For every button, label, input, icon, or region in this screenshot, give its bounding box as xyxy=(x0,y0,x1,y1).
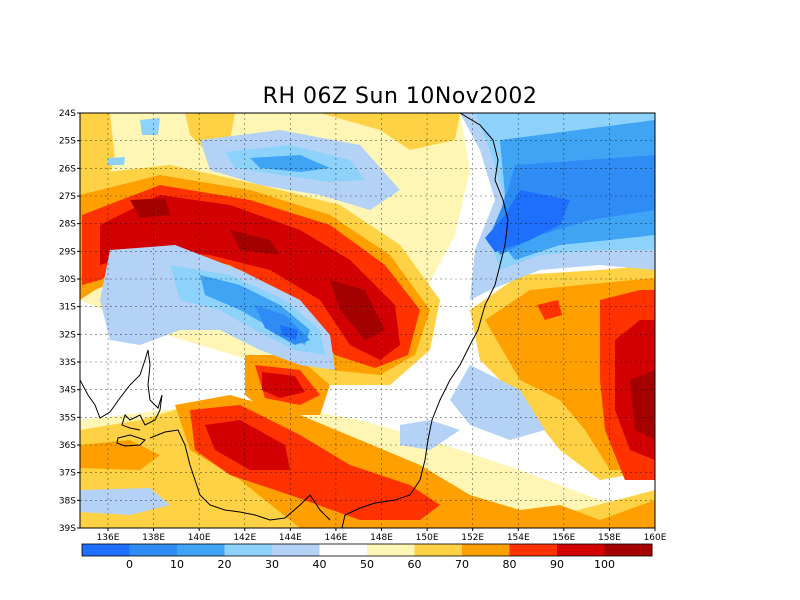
lon-label: 154E xyxy=(507,533,530,543)
colorbar-label: 30 xyxy=(265,558,279,571)
colorbar-segment xyxy=(604,544,653,556)
lon-label: 138E xyxy=(142,533,165,543)
rh-dry-center-lt10 xyxy=(280,325,298,340)
rh-dry-nw-spot-2 xyxy=(108,157,125,165)
rh-field xyxy=(80,113,655,528)
colorbar-label: 60 xyxy=(408,558,422,571)
lat-label: 27S xyxy=(59,192,76,202)
colorbar-label: 0 xyxy=(126,558,133,571)
lat-label: 38S xyxy=(59,496,76,506)
lon-label: 136E xyxy=(97,533,120,543)
lon-label: 148E xyxy=(370,533,393,543)
colorbar-segment xyxy=(367,544,415,556)
colorbar-label: 20 xyxy=(218,558,232,571)
lon-label: 144E xyxy=(279,533,302,543)
lat-label: 29S xyxy=(59,247,76,257)
colorbar-segment xyxy=(319,544,368,556)
colorbar-segment xyxy=(414,544,463,556)
lat-lon-grid xyxy=(80,113,655,528)
lon-label: 140E xyxy=(188,533,211,543)
lat-label: 35S xyxy=(59,413,76,423)
colorbar-label: 10 xyxy=(170,558,184,571)
colorbar-segment xyxy=(224,544,273,556)
map-title: RH 06Z Sun 10Nov2002 xyxy=(262,84,538,109)
rh-band-90-100-spot xyxy=(537,300,562,320)
rh-core-3 xyxy=(330,280,385,340)
rh-band-100-south xyxy=(205,420,290,470)
rh-dry-nw-spot xyxy=(140,118,160,135)
rh-dry-north-20-30 xyxy=(250,155,330,172)
coastline-east xyxy=(341,113,509,528)
lat-label: 25S xyxy=(59,137,76,147)
lon-label: 152E xyxy=(461,533,484,543)
lat-label: 28S xyxy=(59,220,76,230)
colorbar xyxy=(81,543,653,557)
colorbar-label: 40 xyxy=(313,558,327,571)
lon-label: 160E xyxy=(644,533,667,543)
colorbar-segment xyxy=(509,544,558,556)
colorbar-segment xyxy=(462,544,510,556)
map-frame xyxy=(79,112,656,529)
coastline-gulfs xyxy=(80,349,163,431)
colorbar-label: 50 xyxy=(360,558,374,571)
coastline-island xyxy=(116,434,146,447)
rh-band-80-90-sw xyxy=(80,440,160,470)
colorbar-border xyxy=(81,543,653,557)
lon-label: 150E xyxy=(416,533,439,543)
lat-label: 26S xyxy=(59,164,76,174)
lon-label: 156E xyxy=(552,533,575,543)
colorbar-segment xyxy=(272,544,320,556)
rh-band-100-arc xyxy=(100,195,400,360)
colorbar-segment xyxy=(129,544,178,556)
lat-label: 31S xyxy=(59,303,76,313)
lat-label: 39S xyxy=(59,524,76,534)
rh-dry-sw-40-50 xyxy=(80,488,170,515)
colorbar-labels: 0 10 20 30 40 50 60 70 80 90 100 xyxy=(126,558,615,571)
coastline xyxy=(80,113,509,528)
lon-label: 142E xyxy=(233,533,256,543)
colorbar-label: 90 xyxy=(550,558,564,571)
lat-label: 34S xyxy=(59,386,76,396)
rh-core-1 xyxy=(130,198,170,218)
colorbar-segment xyxy=(82,544,130,556)
rh-band-100-center xyxy=(262,372,305,398)
colorbar-label: 70 xyxy=(455,558,469,571)
latitude-labels: 24S 25S 26S 27S 28S 29S 30S 31S 32S 33S 34S 35S 36S 3… xyxy=(59,109,80,534)
rh-core-2 xyxy=(230,230,280,255)
lon-label: 158E xyxy=(598,533,621,543)
lat-label: 36S xyxy=(59,441,76,451)
lon-label: 146E xyxy=(324,533,347,543)
colorbar-segment xyxy=(557,544,605,556)
rh-core-4 xyxy=(630,370,655,440)
colorbar-label: 80 xyxy=(503,558,517,571)
rh-dry-southeast-40-50 xyxy=(450,365,545,440)
lat-label: 33S xyxy=(59,358,76,368)
lat-label: 32S xyxy=(59,330,76,340)
lat-label: 30S xyxy=(59,275,76,285)
colorbar-label: 100 xyxy=(594,558,615,571)
longitude-labels: 136E 138E 140E 142E 144E 146E 148E 150E 152E 154E… xyxy=(97,528,667,543)
rh-dry-south-40-50 xyxy=(400,420,460,450)
coastline-south xyxy=(149,429,331,521)
colorbar-segment xyxy=(177,544,225,556)
lat-label: 37S xyxy=(59,469,76,479)
lat-label: 24S xyxy=(59,109,76,119)
